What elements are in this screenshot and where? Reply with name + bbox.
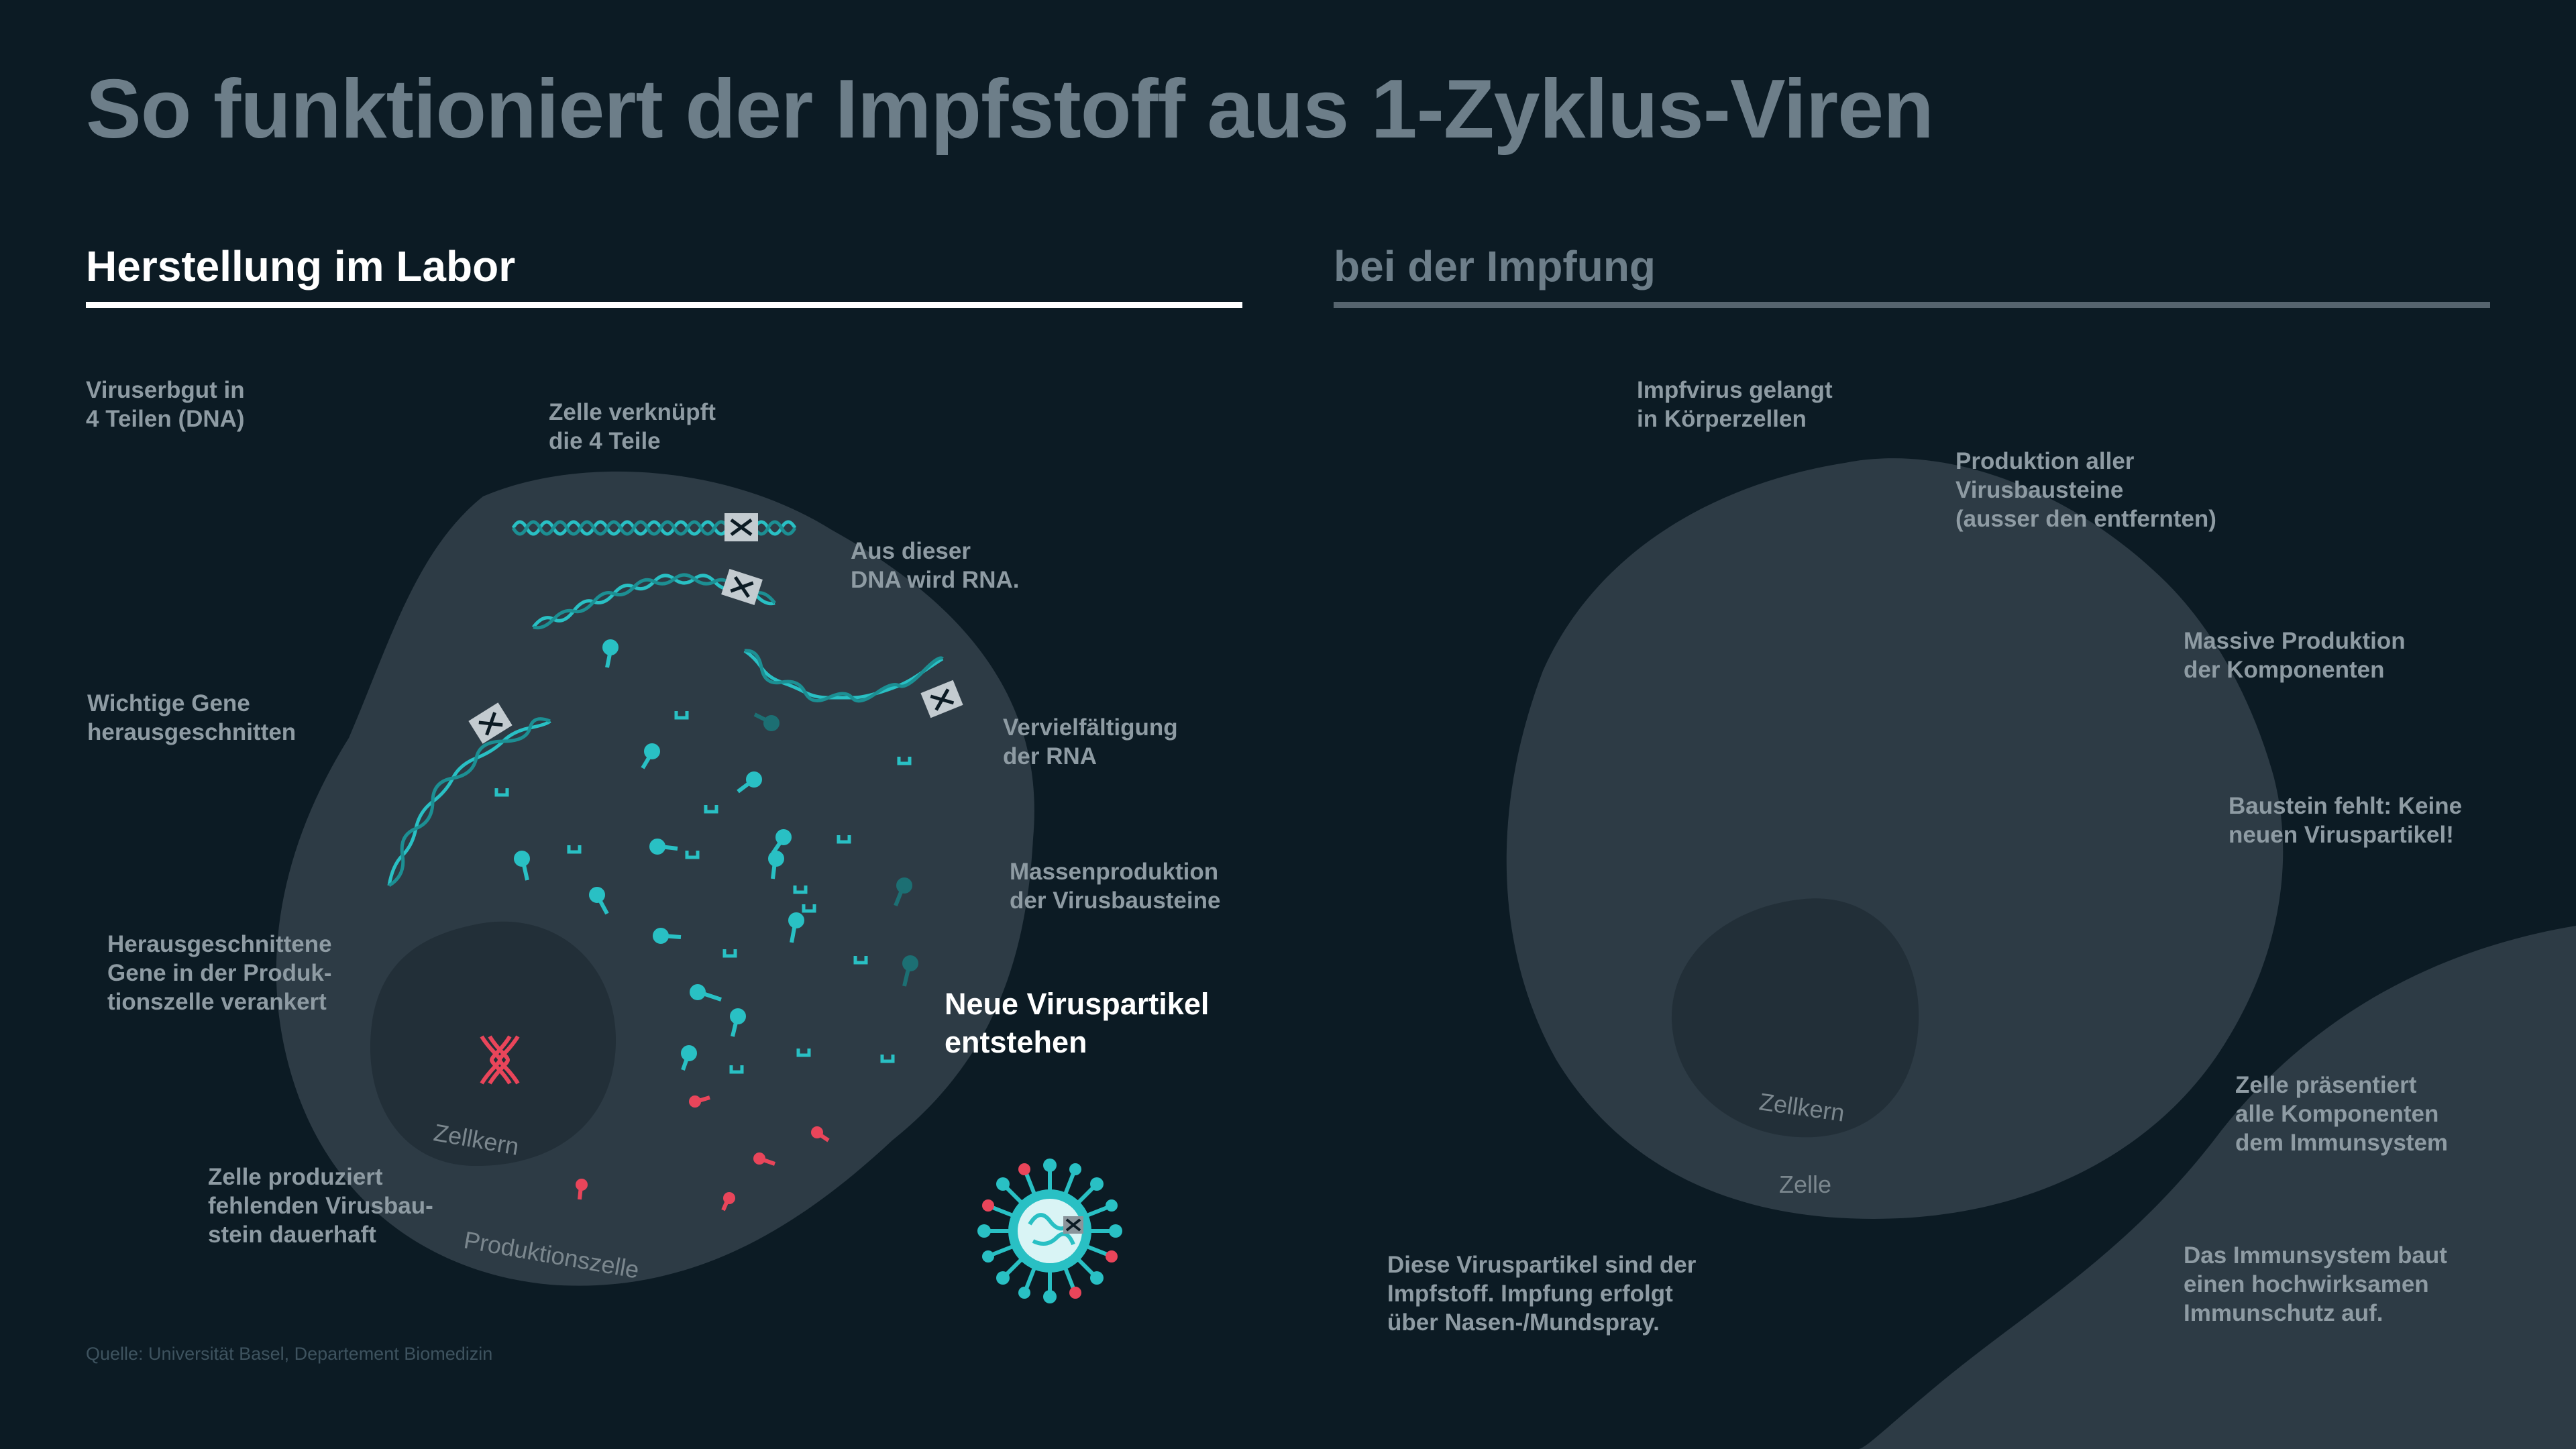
label-vervielfaeltigung: Vervielfältigung der RNA xyxy=(1003,714,1178,769)
label-produktion: Produktion aller Virusbausteine (ausser … xyxy=(1955,448,2216,532)
anchored-gene-icon xyxy=(480,1035,520,1085)
label-immunsystem: Das Immunsystem baut einen hochwirksamen… xyxy=(2184,1242,2447,1326)
label-dauerhaft: Zelle produziert fehlenden Virusbau- ste… xyxy=(208,1164,433,1248)
rna-strand-icon xyxy=(532,568,776,630)
label-viruserbgut: Viruserbgut in 4 Teilen (DNA) xyxy=(86,377,245,432)
label-impfstoff: Diese Viruspartikel sind der Impfstoff. … xyxy=(1387,1252,1697,1336)
virus-building-block-icon xyxy=(514,639,804,1071)
label-gene: Wichtige Gene herausgeschnitten xyxy=(87,690,297,745)
section-rule-labor xyxy=(86,302,1242,308)
virus-particle-icon xyxy=(977,1159,1122,1303)
page-title: So funktioniert der Impfstoff aus 1-Zykl… xyxy=(86,63,1934,156)
label-praesentiert: Zelle präsentiert alle Komponenten dem I… xyxy=(2235,1072,2449,1156)
label-gelangt: Impfvirus gelangt in Körperzellen xyxy=(1637,377,1833,432)
rna-strand-icon xyxy=(743,649,963,718)
immune-cell xyxy=(1858,926,2576,1449)
label-neue-partikel: Neue Viruspartikel entstehen xyxy=(945,987,1210,1059)
label-rna: Aus dieser DNA wird RNA. xyxy=(851,538,1020,593)
label-body-cell: Zelle xyxy=(1779,1171,1832,1198)
label-fehlt: Baustein fehlt: Keine neuen Viruspartike… xyxy=(2229,793,2463,848)
faded-building-block-icon xyxy=(753,712,918,987)
label-verankert: Herausgeschnittene Gene in der Produk- t… xyxy=(107,931,332,1015)
body-cell xyxy=(1506,458,2284,1219)
section-heading-labor: Herstellung im Labor xyxy=(86,242,516,290)
label-massenproduktion: Massenproduktion der Virusbausteine xyxy=(1010,859,1221,914)
rna-strand-icon xyxy=(387,702,551,888)
body-nucleus xyxy=(1671,898,1919,1138)
dna-strand-icon xyxy=(511,513,797,541)
label-massive: Massive Produktion der Komponenten xyxy=(2184,628,2406,683)
section-rule-impfung xyxy=(1334,302,2490,308)
missing-building-block-icon xyxy=(576,1095,830,1212)
source-note: Quelle: Universität Basel, Departement B… xyxy=(86,1344,493,1364)
virus-cup-icon xyxy=(494,711,912,1074)
label-verknuepft: Zelle verknüpft die 4 Teile xyxy=(549,399,716,454)
section-heading-impfung: bei der Impfung xyxy=(1334,242,1656,290)
